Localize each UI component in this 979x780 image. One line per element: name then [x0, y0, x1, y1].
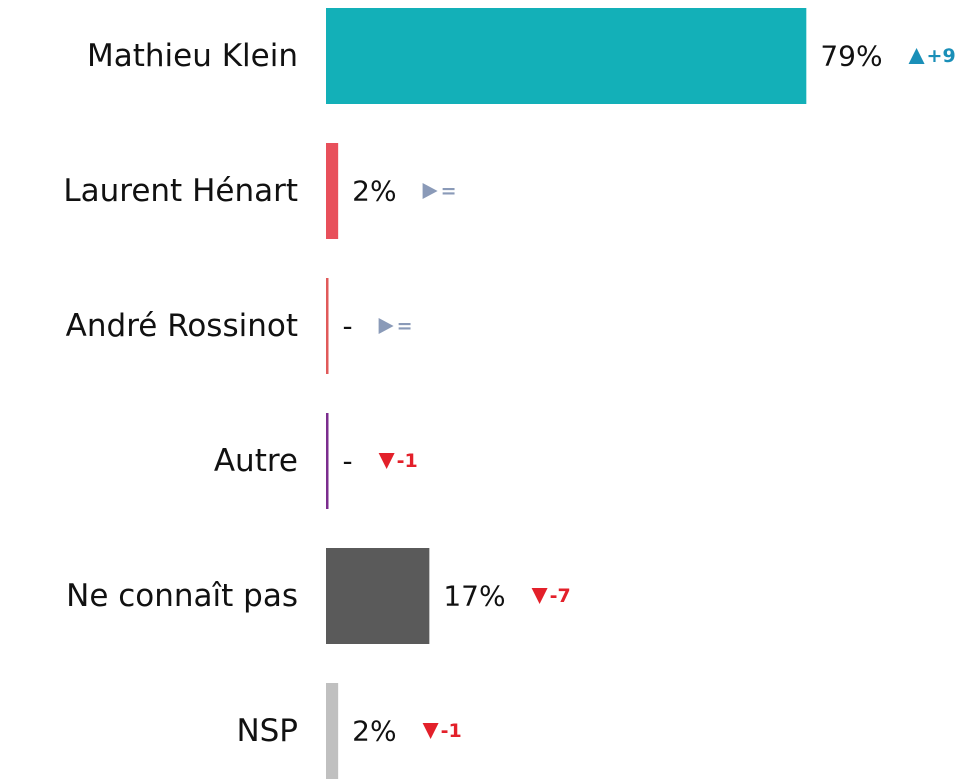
change-arrow	[531, 588, 548, 604]
bar	[326, 8, 807, 104]
change-label: -1	[441, 720, 462, 742]
change-label: -1	[397, 450, 418, 472]
category-label: André Rossinot	[66, 308, 298, 344]
value-label: 2%	[352, 175, 396, 208]
bar	[326, 548, 430, 644]
change-arrow	[908, 48, 925, 64]
value-label: -	[343, 310, 353, 343]
change-label: =	[441, 180, 457, 202]
change-arrow	[422, 723, 439, 739]
bar	[326, 413, 329, 509]
change-label: =	[397, 315, 413, 337]
category-label: NSP	[236, 713, 298, 749]
change-label: +9	[927, 45, 956, 67]
category-label: Ne connaît pas	[66, 578, 298, 614]
change-arrow	[422, 183, 438, 199]
category-label: Laurent Hénart	[63, 173, 298, 209]
change-label: -7	[550, 585, 571, 607]
value-label: 17%	[443, 580, 505, 613]
change-arrow	[378, 318, 394, 334]
value-label: 79%	[820, 40, 882, 73]
value-label: -	[343, 445, 353, 478]
change-arrow	[378, 453, 395, 469]
category-label: Autre	[214, 443, 298, 479]
bar	[326, 143, 339, 239]
bar	[326, 683, 339, 779]
bar	[326, 278, 329, 374]
category-label: Mathieu Klein	[87, 38, 298, 74]
value-label: 2%	[352, 715, 396, 748]
